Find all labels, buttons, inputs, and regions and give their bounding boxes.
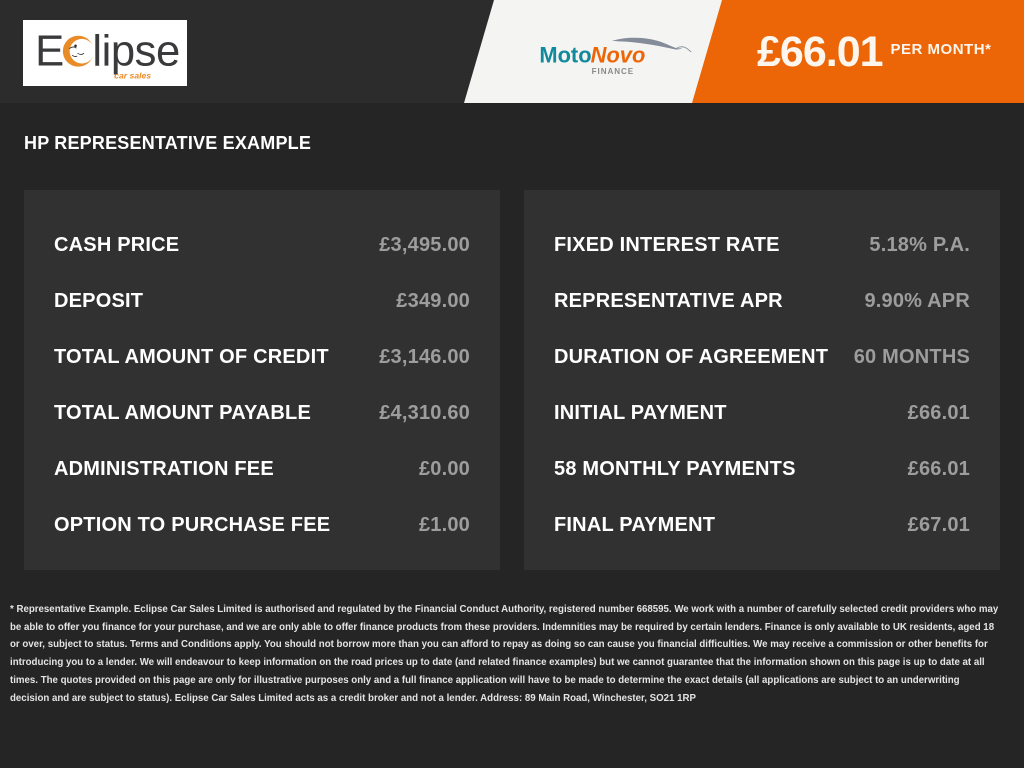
svg-text:lipse: lipse <box>92 28 179 76</box>
svg-text:E: E <box>35 28 64 76</box>
svg-text:car sales: car sales <box>114 70 151 80</box>
svg-text:Moto: Moto <box>539 43 591 68</box>
svg-text:Novo: Novo <box>591 43 646 68</box>
svg-text:FINANCE: FINANCE <box>592 67 634 76</box>
